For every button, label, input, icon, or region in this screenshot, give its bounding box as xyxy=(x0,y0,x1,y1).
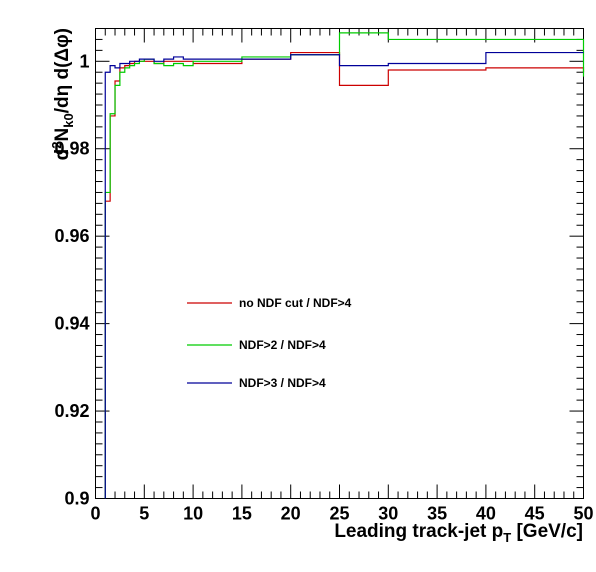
y-axis-ticks: 0.9 0.92 0.94 0.96 0.98 1 xyxy=(54,28,584,509)
y-axis-title-n: N xyxy=(52,128,73,142)
y-tick-label: 0.94 xyxy=(54,314,89,334)
plot-frame xyxy=(95,28,584,499)
x-tick-label: 5 xyxy=(139,504,149,524)
y-axis-title-superscript: 2 xyxy=(49,141,64,148)
x-tick-label: 30 xyxy=(378,504,398,524)
x-tick-label: 45 xyxy=(525,504,545,524)
x-tick-label: 20 xyxy=(281,504,301,524)
y-tick-label: 0.96 xyxy=(54,226,89,246)
y-axis-title-rest: /dη d(Δφ) xyxy=(52,28,73,113)
legend: no NDF cut / NDF>4 NDF>2 / NDF>4 NDF>3 / N… xyxy=(187,296,352,390)
x-axis-ticks: 0 5 10 15 20 25 30 35 40 45 50 xyxy=(90,28,594,524)
y-axis-title: d2Nk0/dη d(Δφ) xyxy=(49,28,76,160)
y-axis-title-subscript: k0 xyxy=(61,113,76,127)
series-line-3 xyxy=(104,51,584,499)
y-axis-title-d: d xyxy=(52,149,73,161)
x-tick-label: 35 xyxy=(427,504,447,524)
series-line-1 xyxy=(104,51,585,499)
y-tick-label: 0.92 xyxy=(54,401,89,421)
x-axis-title-subscript: T xyxy=(503,530,511,545)
x-tick-label: 50 xyxy=(573,504,593,524)
x-tick-label: 25 xyxy=(329,504,349,524)
x-axis-title-unit: [GeV/c] xyxy=(511,521,583,542)
legend-label-3: NDF>3 / NDF>4 xyxy=(239,376,326,390)
x-tick-label: 0 xyxy=(90,504,100,524)
series-line-2 xyxy=(104,32,585,499)
y-tick-label: 1 xyxy=(79,51,89,71)
legend-label-1: no NDF cut / NDF>4 xyxy=(239,296,352,310)
y-tick-label: 0.9 xyxy=(64,489,89,509)
x-tick-label: 15 xyxy=(232,504,252,524)
x-axis-title: Leading track-jet pT [GeV/c] xyxy=(334,521,583,545)
x-tick-label: 10 xyxy=(183,504,203,524)
x-tick-label: 40 xyxy=(476,504,496,524)
x-axis-title-main: Leading track-jet p xyxy=(334,521,503,542)
y-tick-label: 0.98 xyxy=(54,139,89,159)
legend-label-2: NDF>2 / NDF>4 xyxy=(239,338,326,352)
data-series xyxy=(104,32,585,499)
